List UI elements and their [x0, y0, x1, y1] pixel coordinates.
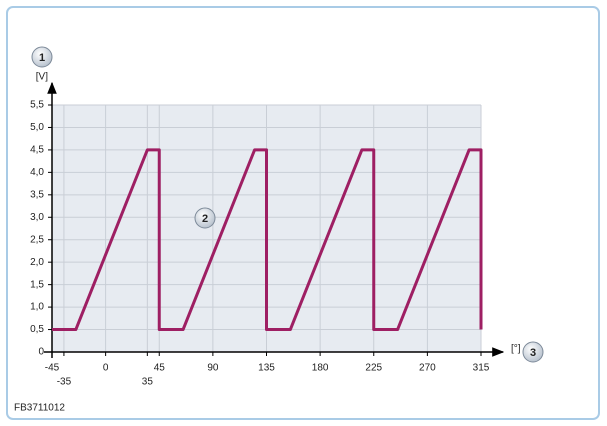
callout-label: 2 — [202, 213, 208, 225]
y-axis-label: [V] — [36, 72, 48, 83]
x-tick-label: 270 — [419, 363, 436, 374]
y-tick-label: 3,0 — [30, 212, 44, 223]
x-tick-label: -45 — [45, 363, 60, 374]
x-tick-label: 90 — [207, 363, 219, 374]
x-tick-label: 135 — [258, 363, 275, 374]
x-tick-label: 180 — [312, 363, 329, 374]
y-tick-label: 4,5 — [30, 145, 44, 156]
y-tick-label: 5,0 — [30, 122, 44, 133]
callout-bubble — [194, 207, 216, 229]
y-tick-label: 1,0 — [30, 302, 44, 313]
y-tick-label: 1,5 — [30, 279, 44, 290]
y-tick-label: 4,0 — [30, 167, 44, 178]
footer: FB3711012 — [14, 403, 65, 414]
y-tick-label: 5,5 — [30, 100, 44, 111]
y-tick-label: 2,5 — [30, 234, 44, 245]
x-tick-label: -35 — [57, 377, 72, 388]
y-tick-label: 3,5 — [30, 189, 44, 200]
data-line — [52, 148, 483, 332]
x-tick-label: 315 — [473, 363, 490, 374]
x-tick-label: 0 — [103, 363, 109, 374]
callout-bubble — [31, 46, 53, 68]
callout-label: 3 — [530, 347, 536, 359]
callout-bubble — [522, 341, 544, 363]
plot-area: 0 0,5 1,0 1,5 2,0 2,5 3,0 3,5 4,0 4,5 5,0 5,5 -45 -35… — [30, 46, 544, 388]
callout-label: 1 — [39, 52, 45, 64]
y-tick-label: 2,0 — [30, 257, 44, 268]
y-tick-label: 0 — [38, 347, 44, 358]
x-axis-label: [°] — [511, 344, 521, 355]
x-tick-label: 35 — [142, 377, 154, 388]
x-tick-label: 225 — [365, 363, 382, 374]
x-tick-label: 45 — [154, 363, 166, 374]
y-tick-label: 0,5 — [30, 324, 44, 335]
